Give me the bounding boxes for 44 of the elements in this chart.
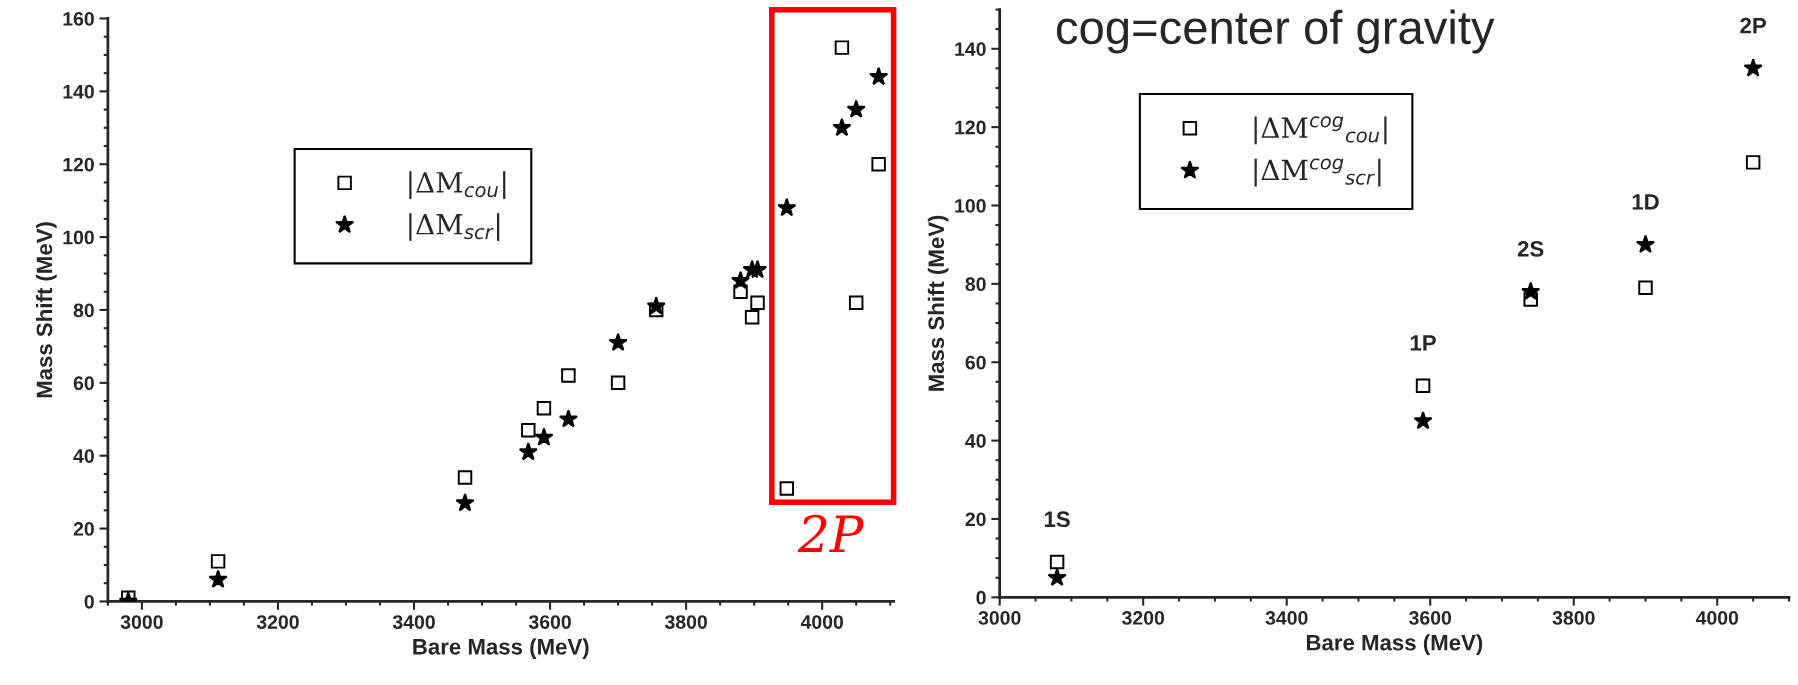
x-tick-label: 3800 [664,615,707,629]
y-tick-label: 160 [63,11,94,26]
x-tick-label: 3200 [1122,611,1165,625]
x-axis-title: Bare Mass (MeV) [413,638,589,660]
x-tick-label: 3600 [528,615,571,629]
y-axis-title: Mass Shift (MeV) [927,215,949,391]
y-tick-label: 20 [965,512,986,527]
annotation: 2P [1740,17,1766,34]
legend-label: |ΔM$_{scr}$| [409,213,500,241]
y-tick-label: 40 [73,449,94,463]
y-tick-label: 60 [965,355,986,370]
y-tick-label: 0 [976,590,986,605]
annotation: cog=center of gravity [1056,9,1495,54]
y-tick-label: 100 [63,230,94,245]
annotation: 1S [1044,511,1070,528]
annotation: 1D [1632,194,1659,210]
y-tick-label: 0 [84,594,94,609]
annotation: 1P [1410,335,1436,351]
annotation: 2P [797,514,864,552]
y-tick-label: 20 [73,522,94,536]
x-tick-label: 3400 [1265,611,1308,625]
x-tick-label: 4000 [800,615,844,629]
y-tick-label: 120 [955,120,986,135]
y-tick-label: 60 [73,376,94,391]
y-axis-title: Mass Shift (MeV) [35,222,57,398]
x-tick-label: 3400 [392,615,435,629]
x-axis-title: Bare Mass (MeV) [1306,634,1483,655]
y-tick-label: 100 [955,198,986,213]
y-tick-label: 120 [63,157,94,172]
x-tick-label: 4000 [1695,611,1739,625]
x-tick-label: 3800 [1552,611,1595,625]
x-tick-label: 3000 [120,615,163,629]
legend-label: |ΔM$^{cog}$$_{cou}$| [1254,116,1387,145]
y-tick-label: 140 [63,84,94,99]
y-tick-label: 40 [965,434,986,448]
x-tick-label: 3000 [978,611,1021,625]
y-tick-label: 80 [73,303,94,318]
x-tick-label: 3200 [256,615,299,629]
y-tick-label: 80 [965,277,986,292]
annotation: 2S [1517,241,1544,257]
y-tick-label: 140 [955,42,986,57]
x-tick-label: 3600 [1409,611,1452,625]
legend-label: |ΔM$^{cog}$$_{scr}$| [1254,158,1381,187]
legend-label: |ΔM$_{cou}$| [409,171,506,199]
